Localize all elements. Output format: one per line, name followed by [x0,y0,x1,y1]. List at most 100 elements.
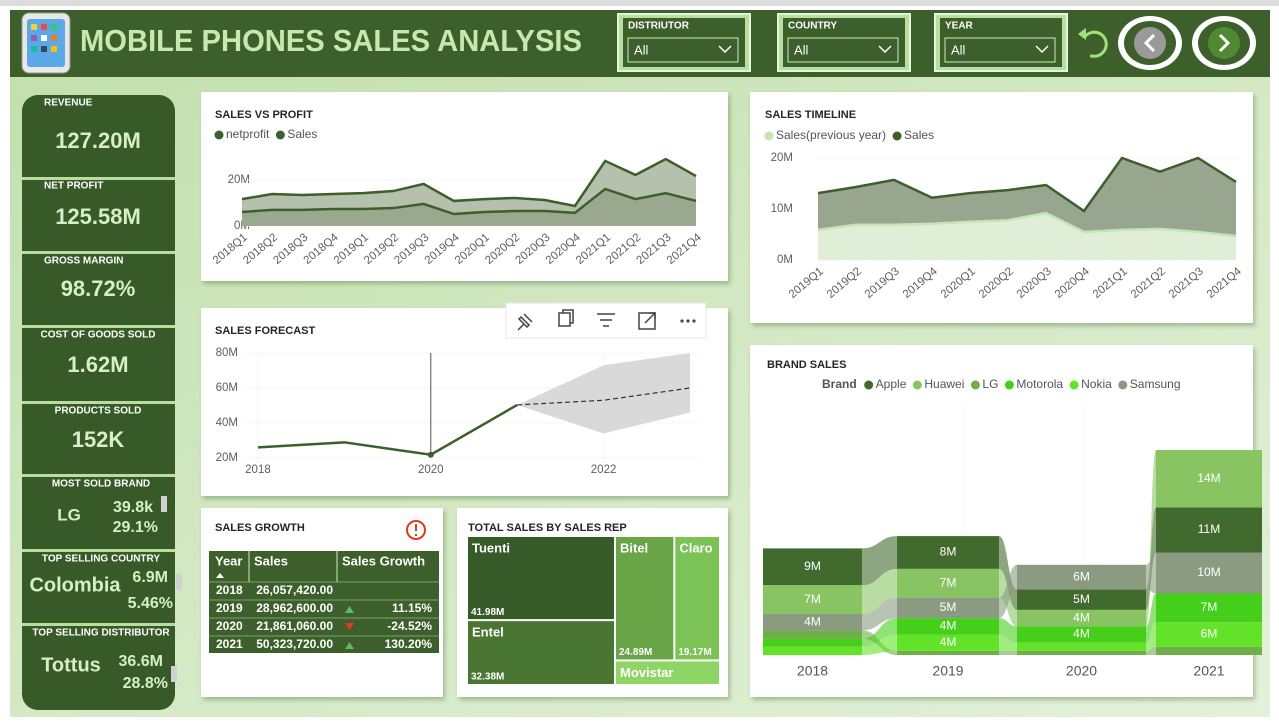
hover-point [427,451,434,458]
treemap-cell [675,537,719,660]
up-arrow [345,642,354,649]
treemap-label: Tuenti [472,540,510,555]
ribbon-bar [763,646,862,655]
ribbon [999,564,1017,619]
data-label: 10M [1197,565,1220,579]
more-icon[interactable] [680,319,696,323]
kpi-label: TOP SELLING DISTRIBUTOR [32,628,170,639]
kpi-label: NET PROFIT [44,181,103,192]
dropdown[interactable] [627,37,739,63]
info-icon[interactable] [406,520,426,540]
ribbon [1146,646,1156,655]
ribbon [862,618,897,647]
ribbon-bar [1156,507,1262,553]
filter-icon[interactable] [597,313,615,327]
cell: 2019 [216,601,243,615]
filter-label: YEAR [945,21,974,32]
treemap-label: Entel [472,625,504,640]
cell: 2018 [216,583,243,597]
treemap-value: 41.98M [471,607,504,618]
filter-inner [783,18,905,67]
treemap-value: 32.38M [471,672,504,683]
legend-dot [912,380,922,390]
ribbon-bar [1156,552,1262,594]
area [242,188,696,226]
dropdown-value: All [951,42,966,57]
chevron [718,45,732,54]
ribbon [1146,450,1156,627]
ribbon-bar [1017,609,1146,627]
treemap-label: Movistar [620,665,673,680]
x-tick-label: 2020 [418,464,444,476]
ribbon [1146,622,1156,651]
ribbon-bar [1156,593,1262,623]
ribbon [999,634,1017,651]
legend-dot [275,130,285,140]
legend-label: Huawei [924,377,964,391]
ribbon-bar [1017,650,1146,655]
x-tick-label: 2019 [932,663,963,679]
kpi-name: Tottus [41,654,101,676]
legend-dot [1118,380,1128,390]
kpi-detail: 39.8k [113,499,153,516]
data-label: 4M [940,635,957,649]
back-button[interactable] [1118,16,1182,70]
cell: 2021 [216,637,243,651]
kpi-detail: 28.8% [123,675,168,692]
ribbon [862,536,897,586]
data-label: 11M [1198,522,1220,536]
panel-title: SALES FORECAST [215,325,316,337]
focus-icon[interactable] [638,312,656,330]
dropdown[interactable] [787,37,899,63]
ribbon-bar [763,638,862,647]
data-label: 7M [940,575,957,589]
filter-label: DISTRIUTOR [628,21,690,32]
y-tick-label: 10M [771,203,793,215]
filter-inner [623,18,745,67]
forward-button[interactable] [1192,16,1256,70]
up-arrow [345,606,354,613]
ribbon-bar [1017,642,1146,651]
ribbon-bar [1017,564,1146,590]
y-tick-label: 20M [771,152,793,164]
legend-dot [214,130,224,140]
pin-icon[interactable] [517,313,533,331]
data-label: 4M [1073,627,1090,641]
ribbon [1146,552,1156,594]
y-tick-label: 40M [216,417,238,429]
ribbon-bar [897,536,999,569]
line [817,156,1237,213]
x-tick-label: 2022 [591,464,617,476]
legend-label: Sales [287,127,317,141]
legend-label: Sales [904,128,934,142]
treemap-cell [468,621,614,684]
dropdown[interactable] [944,37,1056,63]
ribbon-bar [1017,589,1146,610]
panel-title: SALES VS PROFIT [215,109,313,121]
cell: 26,057,420.00 [256,583,333,597]
confidence-band [517,353,690,434]
data-label: 4M [804,614,821,628]
legend-dot [864,380,874,390]
treemap-value: 19.17M [678,647,711,658]
separator [22,325,175,328]
ribbon-bar [763,630,862,639]
copy-icon[interactable] [558,309,574,327]
undo-button[interactable] [1078,28,1108,58]
x-tick-label: 2018 [797,663,828,679]
forecast-line [517,387,691,406]
separator [22,251,175,254]
data-label: 5M [1073,592,1090,606]
kpi-value: 98.72% [61,276,136,301]
data-label: 7M [1201,600,1218,614]
cell: 2020 [216,619,243,633]
cell: -24.52% [387,619,432,633]
kpi-label: COST OF GOODS SOLD [40,330,155,341]
kpi-value: 1.62M [67,352,128,377]
x-tick-label: 2018 [245,464,271,476]
ribbon-bar [897,650,999,655]
legend-label: Nokia [1081,377,1112,391]
data-label: 4M [940,618,957,632]
data-label: 6M [1201,627,1218,641]
